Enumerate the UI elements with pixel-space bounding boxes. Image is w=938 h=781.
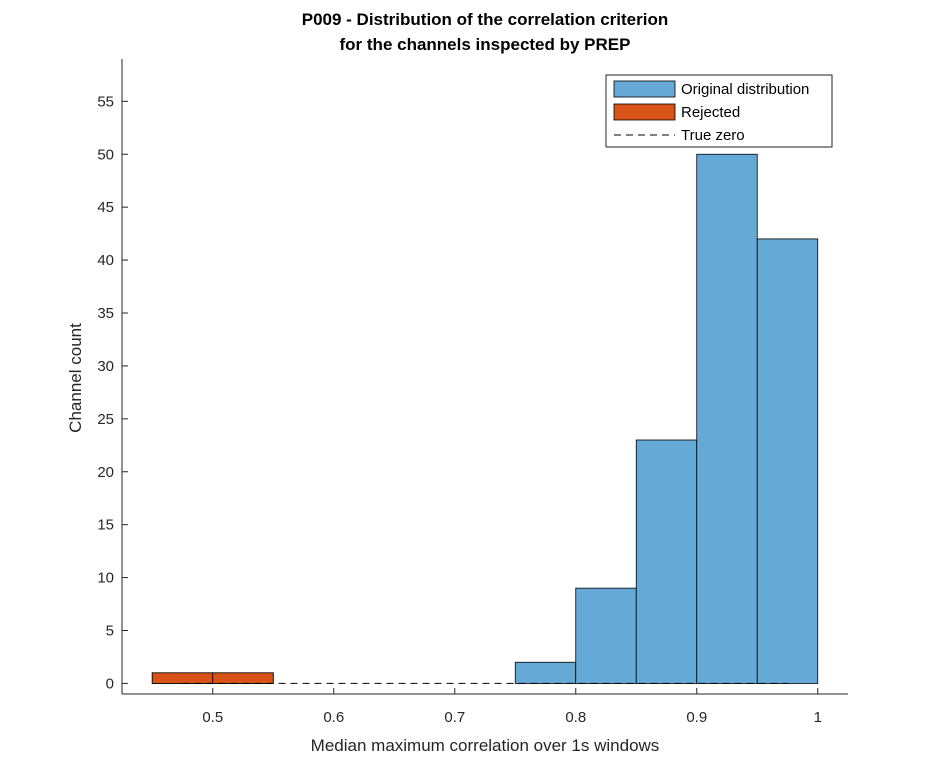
y-tick-label: 20 [97,464,114,481]
y-tick-label: 30 [97,358,114,375]
y-tick-label: 50 [97,146,114,163]
y-axis-label: Channel count [66,323,85,433]
original-bar-3 [575,587,637,684]
chart-axes [121,59,848,695]
y-axis-ticks: 0 5 10 15 20 25 30 35 40 45 50 55 [97,93,128,692]
legend-swatch-0 [613,80,676,98]
rejected-bar-0 [151,672,214,684]
original-bar-4 [635,439,698,684]
original-bar-6 [756,238,819,684]
y-tick-label: 25 [97,411,114,428]
y-tick-label: 5 [106,623,114,640]
chart-title-line-2: for the channels inspected by PREP [340,35,631,54]
y-tick-label: 45 [97,199,114,216]
original-bar-2 [514,661,577,684]
original-bar-5 [696,153,758,684]
histogram-bars [151,153,819,684]
y-tick-label: 10 [97,570,114,587]
x-tick-label: 0.6 [323,709,344,726]
legend-swatch-1 [613,103,676,121]
y-tick-label: 40 [97,252,114,269]
x-tick-label: 0.8 [565,709,586,726]
x-tick-label: 0.9 [686,709,707,726]
x-tick-label: 1 [814,709,822,726]
x-tick-label: 0.7 [444,709,465,726]
legend-label-1: Rejected [681,104,740,121]
x-axis-label: Median maximum correlation over 1s windo… [311,736,660,755]
legend-label-2: True zero [681,127,745,144]
y-tick-label: 0 [106,675,114,692]
legend-label-0: Original distribution [681,81,809,98]
y-tick-label: 35 [97,305,114,322]
x-tick-label: 0.5 [202,709,223,726]
chart-title-line-1: P009 - Distribution of the correlation c… [302,10,669,29]
y-tick-label: 15 [97,517,114,534]
rejected-bar-1 [212,672,274,684]
y-tick-label: 55 [97,93,114,110]
x-axis-ticks: 0.5 0.6 0.7 0.8 0.9 1 [202,688,822,726]
chart-legend: Original distribution Rejected True zero [605,74,833,148]
